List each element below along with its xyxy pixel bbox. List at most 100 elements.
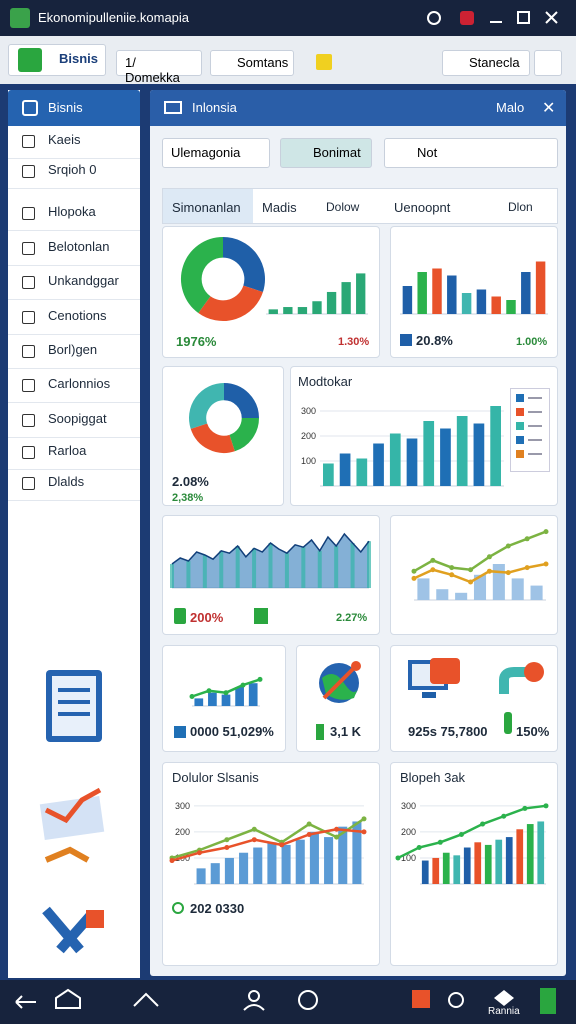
bar [506,300,516,314]
sidebar-item[interactable]: Unkandggar [48,273,119,288]
area-bar [235,546,240,588]
line-point [334,826,340,832]
area-bar [268,543,273,588]
line-point [251,837,257,843]
toolbar-tab[interactable]: Somtans [210,50,294,76]
sidebar-item[interactable]: Belotonlan [48,239,110,254]
window-controls[interactable] [420,6,570,30]
bar [235,687,244,706]
line-chart [411,561,549,585]
tab[interactable]: Madis [262,200,297,215]
search-field[interactable]: Stanecla [442,50,530,76]
bar [521,272,531,314]
sidebar-icon [22,477,35,490]
bar [221,694,231,706]
panel-header [150,90,566,126]
line-chart [169,826,367,864]
sidebar-item[interactable]: Kaeis [48,132,81,147]
bar [402,286,413,314]
tab[interactable]: Uenoopnt [394,200,451,215]
bar [239,852,249,884]
y-tick-label: 100 [401,853,416,863]
line-point [543,529,549,535]
area-bar [367,541,371,588]
area-chart [170,532,371,589]
sidebar-item[interactable]: Borl)gen [48,342,98,357]
tab[interactable]: Dlon [508,200,533,214]
bar [453,855,461,884]
bar [196,868,206,884]
sidebar-icon [22,242,35,255]
tab[interactable]: Simonanlan [172,200,241,215]
sidebar-item[interactable]: Rarloa [48,443,87,458]
sidebar-icon [22,379,35,392]
line-point [524,565,530,571]
toolbar-tab[interactable]: 1/ Domekka [116,50,202,85]
sidebar-item[interactable]: Carlonnios [48,376,111,391]
bar [440,428,451,486]
bar [421,860,429,884]
bar [530,585,543,600]
bar [373,443,384,486]
sidebar-item[interactable]: Cenotions [48,308,107,323]
stat-icon [172,902,184,914]
close-icon[interactable]: ✕ [542,100,556,117]
separator [8,437,140,438]
line [413,562,547,584]
line-point [468,579,474,585]
stat: 3,1 K [330,724,362,739]
separator [8,188,140,189]
stat-icon [504,712,512,734]
area-bar [252,548,257,588]
area-bar [170,564,174,588]
line-point [334,834,340,840]
line [171,828,365,862]
filter[interactable]: Ulemagonia [162,138,270,168]
stat: 1976% [176,334,217,349]
active-tab [163,189,253,223]
legend-swatch [400,334,412,346]
stat: 925s 75,7800 [408,724,488,739]
area-bar [334,546,339,588]
sidebar-item[interactable]: Srqioh 0 [48,162,97,177]
window-title: Ekonomipulleniie.komapia [38,10,190,25]
filter-dropdown[interactable]: Not [384,138,558,168]
user-button[interactable] [534,50,562,76]
line-point [169,858,175,864]
stat-icon [174,608,186,624]
line-point [480,821,486,827]
filter[interactable]: Bonimat [280,138,372,168]
sidebar-item[interactable]: Soopiggat [48,411,107,426]
tab[interactable]: Dolow [326,200,360,214]
separator [8,334,140,335]
sidebar-item[interactable]: Hlopoka [48,204,96,219]
bar [511,578,524,600]
bar [312,301,322,314]
line-point [224,837,230,843]
bar [208,692,217,706]
sidebar-icon [22,414,35,427]
sidebar-icon [22,276,35,289]
bar [417,578,430,600]
sidebar-header-icon [22,100,38,116]
area-bar [317,550,322,588]
stat-icon [174,726,186,738]
toolbar-icon [316,54,332,70]
bar [473,574,487,600]
line-point [224,845,230,851]
line-point [411,568,417,574]
y-tick-label: 300 [301,406,316,416]
line-point [449,572,455,578]
panel-action[interactable]: Malo [496,100,525,115]
panel-icon [164,101,182,114]
bottom-nav-icons[interactable] [0,980,576,1024]
stat: 150% [516,724,550,739]
sidebar-item[interactable]: Dlalds [48,474,85,489]
line-point [430,557,436,563]
bar [224,857,234,884]
bar [476,289,487,314]
line-chart [169,816,367,861]
